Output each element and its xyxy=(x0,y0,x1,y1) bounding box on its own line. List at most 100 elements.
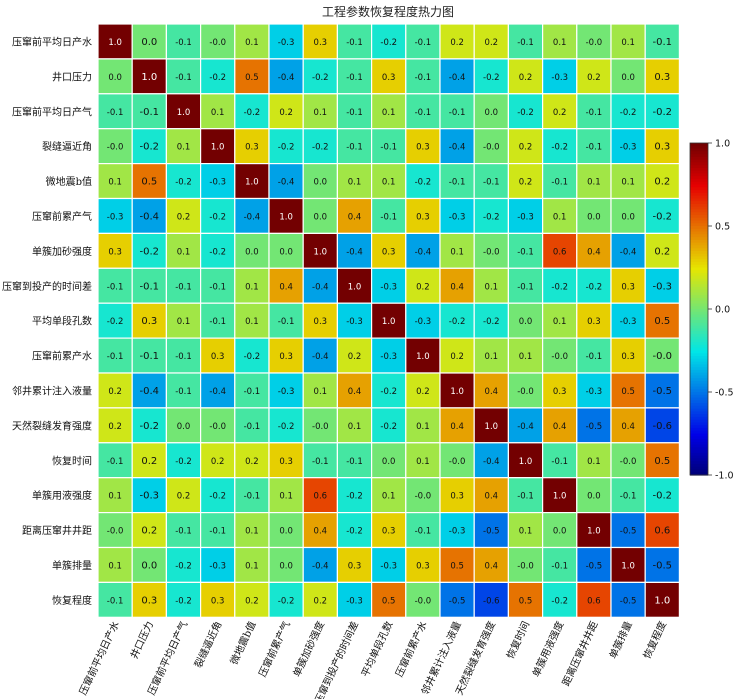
cell-value-label: 0.0 xyxy=(519,317,533,327)
colorbar-segment xyxy=(690,400,708,404)
cell-value-label: 0.1 xyxy=(177,143,191,153)
cell-value-label: 0.0 xyxy=(587,212,601,222)
cell-value-label: -0.2 xyxy=(278,596,295,606)
cell-value-label: -0.4 xyxy=(140,211,160,222)
x-tick-label: 平均单段孔数 xyxy=(358,619,395,679)
cell-value-label: -0.1 xyxy=(517,247,534,257)
heatmap-cell xyxy=(644,546,681,584)
cell-value-label: -0.2 xyxy=(483,317,500,327)
heatmap-cell xyxy=(302,442,339,479)
cell-value-label: 0.4 xyxy=(587,247,601,257)
heatmap-cell xyxy=(336,372,373,409)
heatmap-cell xyxy=(131,128,167,165)
x-tick-label: 单簇加砂强度 xyxy=(290,619,327,679)
colorbar-segment xyxy=(690,145,708,150)
heatmap-cell xyxy=(405,128,441,165)
cell-value-label: 0.0 xyxy=(314,178,328,188)
heatmap-cell xyxy=(644,163,681,200)
colorbar-segment xyxy=(690,416,708,421)
cell-value-label: -0.3 xyxy=(517,212,534,222)
cell-value-label: 1.0 xyxy=(587,527,601,537)
cell-value-label: 0.2 xyxy=(108,422,122,432)
colorbar-segment xyxy=(690,356,708,360)
colorbar-segment xyxy=(690,331,708,335)
cell-value-label: -0.2 xyxy=(278,422,295,432)
colorbar-segment xyxy=(690,469,708,473)
colorbar-segment xyxy=(690,333,708,338)
heatmap-cell xyxy=(610,128,646,165)
colorbar-segment xyxy=(690,198,708,202)
colorbar-segment xyxy=(690,231,708,235)
colorbar-segment xyxy=(690,311,708,316)
cell-value-label: 1.0 xyxy=(621,561,635,571)
cell-value-label: -0.2 xyxy=(586,282,603,292)
cell-value-label: -0.1 xyxy=(312,457,329,467)
heatmap-cell xyxy=(541,23,578,60)
cell-value-label: 1.0 xyxy=(245,178,259,188)
cell-value-label: -0.4 xyxy=(140,386,160,397)
cell-value-label: 0.5 xyxy=(450,561,464,571)
heatmap-cell xyxy=(165,581,202,618)
heatmap-cell xyxy=(131,197,167,235)
cell-value-label: -0.1 xyxy=(380,212,397,222)
cell-value-label: -0.1 xyxy=(209,317,226,327)
colorbar-segment xyxy=(690,430,708,435)
cell-value-label: -0.0 xyxy=(415,492,432,502)
colorbar-segment xyxy=(690,261,708,266)
colorbar-segment xyxy=(690,195,708,199)
cell-value-label: 0.6 xyxy=(654,526,670,537)
colorbar-segment xyxy=(690,223,708,227)
heatmap-cell xyxy=(610,581,646,618)
cell-value-label: 0.2 xyxy=(211,457,225,467)
cell-value-label: -0.1 xyxy=(346,73,363,83)
colorbar-segment xyxy=(690,143,708,147)
cell-value-label: 0.4 xyxy=(485,492,499,502)
cell-value-label: -0.4 xyxy=(620,247,637,257)
heatmap-cell xyxy=(336,511,373,549)
heatmap-cell xyxy=(507,128,544,165)
cell-value-label: 1.0 xyxy=(314,247,328,257)
heatmap-cell xyxy=(200,163,236,200)
colorbar-segment xyxy=(690,184,708,188)
cell-value-label: 0.4 xyxy=(314,527,328,537)
colorbar-segment xyxy=(690,419,708,424)
cell-value-label: 0.1 xyxy=(314,387,328,397)
cell-value-label: -0.2 xyxy=(209,73,226,83)
heatmap-cell xyxy=(576,407,612,444)
chart-title: 工程参数恢复程度热力图 xyxy=(322,4,454,19)
colorbar-segment xyxy=(690,297,708,302)
cell-value-label: -0.1 xyxy=(449,108,466,118)
colorbar-segment xyxy=(690,217,708,222)
colorbar-segment xyxy=(690,392,708,396)
cell-value-label: 0.1 xyxy=(450,247,464,257)
colorbar-segment xyxy=(690,463,708,468)
heatmap-cell xyxy=(644,511,681,549)
colorbar-segment xyxy=(690,389,708,393)
cell-value-label: 0.2 xyxy=(348,352,362,362)
heatmap-cell xyxy=(507,302,544,339)
colorbar-segment xyxy=(690,450,708,454)
heatmap-cell xyxy=(200,477,236,514)
cell-value-label: -0.5 xyxy=(620,596,637,606)
heatmap-cell xyxy=(268,477,304,514)
colorbar-segment xyxy=(690,206,708,210)
colorbar-segment xyxy=(690,322,708,327)
cell-value-label: 0.1 xyxy=(587,457,601,467)
cell-value-label: -0.2 xyxy=(551,143,568,153)
heatmap-cell xyxy=(610,477,646,514)
cell-value-label: -0.2 xyxy=(209,247,226,257)
cell-value-label: 0.1 xyxy=(108,492,122,502)
colorbar-segment xyxy=(690,256,708,260)
heatmap-cell xyxy=(644,128,681,165)
y-tick-label: 压窜前累产水 xyxy=(32,350,92,363)
heatmap-cell xyxy=(439,477,475,514)
cell-value-label: -0.2 xyxy=(175,561,192,571)
colorbar-segment xyxy=(690,300,708,305)
colorbar-segment xyxy=(690,427,708,432)
cell-value-label: -0.0 xyxy=(415,596,432,606)
colorbar-segment xyxy=(690,275,708,280)
colorbar-segment xyxy=(690,159,708,163)
colorbar-segment xyxy=(690,289,708,293)
cell-value-label: 0.1 xyxy=(382,178,396,188)
